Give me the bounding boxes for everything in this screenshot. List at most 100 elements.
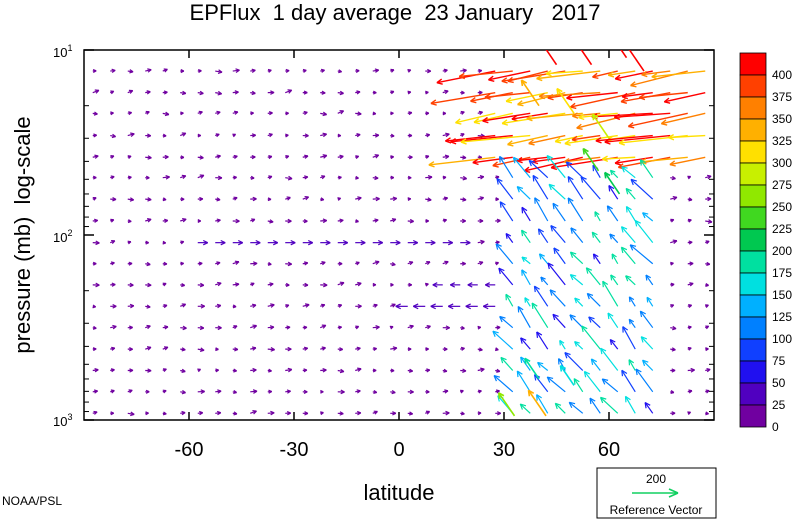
flux-vector [215,281,222,287]
flux-vector [687,325,692,330]
flux-vector [232,260,240,266]
flux-vector [267,282,274,287]
flux-vector [197,347,205,352]
flux-vector [687,261,694,266]
flux-vector [337,239,349,246]
flux-vector [162,174,170,180]
colorbar-label: 300 [772,156,792,170]
reference-vector-box: 200 Reference Vector [596,467,717,519]
flux-vector [110,175,115,180]
flux-vector [425,347,429,352]
flux-vector [285,218,292,224]
flux-vector [460,197,467,202]
flux-vector [355,111,362,116]
flux-vector [162,411,167,416]
colorbar-label: 0 [772,420,779,434]
flux-vector [449,282,461,288]
flux-vector [640,336,654,350]
flux-vector [197,303,205,309]
flux-vector [92,89,100,94]
flux-vector [92,196,97,201]
flux-vector [586,292,601,307]
flux-vector [528,134,566,146]
flux-vector [531,302,549,329]
flux-vector [110,68,116,73]
flux-vector [588,316,601,329]
flux-vector [460,239,471,246]
flux-vector [524,297,531,307]
flux-vector [497,392,516,417]
y-tick-label: 102 [53,228,72,245]
flux-vector [267,410,275,416]
flux-vector [660,112,706,126]
flux-vector [407,197,412,202]
flux-vector [460,90,465,95]
flux-vector [127,219,132,224]
flux-vector [505,293,514,307]
flux-vector [355,410,362,416]
flux-vector [477,174,485,180]
colorbar-label: 125 [772,310,792,324]
flux-vector [628,359,636,371]
flux-vector [162,133,167,138]
flux-vector [498,155,514,179]
flux-vector [302,411,309,416]
flux-vector [110,346,116,351]
flux-vector [215,389,222,394]
flux-vector [162,282,167,287]
colorbar-label: 275 [772,178,792,192]
flux-vector [460,175,468,181]
flux-vector [651,70,706,80]
flux-vector [550,225,566,244]
flux-vector [267,68,272,73]
y-tick-exp: 1 [67,43,72,53]
flux-vector [372,68,380,73]
flux-vector [127,282,134,288]
flux-vector [425,282,429,287]
flux-vector [162,368,167,373]
flux-vector [496,178,514,200]
flux-vector [302,218,308,224]
flux-vector [580,176,601,200]
flux-vector [180,389,186,395]
axis-ticks [84,49,714,421]
flux-vector [540,276,549,286]
colorbar-label: 400 [772,68,792,82]
flux-vector [337,347,344,352]
colorbar-swatch [739,294,767,318]
flux-vector [668,134,706,141]
flux-vector [92,389,98,394]
flux-vector [425,133,431,138]
flux-vector [180,347,186,352]
flux-vector [432,282,443,288]
y-tick-base: 10 [53,230,67,245]
flux-vector [613,112,671,121]
flux-vector [536,394,549,414]
flux-vector [267,175,273,180]
flux-vector [554,402,566,414]
flux-vector [250,367,257,373]
flux-vector [442,89,449,95]
flux-vector [302,175,309,180]
flux-vector [250,175,255,180]
flux-vector [592,70,618,80]
flux-vector [609,169,619,179]
flux-vector [442,132,450,138]
flux-vector [705,367,711,373]
flux-vector [302,133,309,138]
flux-vector [495,389,500,394]
flux-vector [197,155,204,160]
flux-vector [607,70,636,78]
flux-vector [559,339,566,350]
flux-vector [285,410,291,416]
flux-vector [670,411,676,416]
flux-vector [285,133,289,138]
flux-vector [505,91,548,104]
flux-vector [285,68,290,73]
flux-vector [215,218,221,223]
flux-vector [520,337,531,350]
flux-vector [180,240,185,245]
flux-vector [609,233,619,244]
flux-vector [390,411,397,416]
flux-vector [302,239,314,246]
